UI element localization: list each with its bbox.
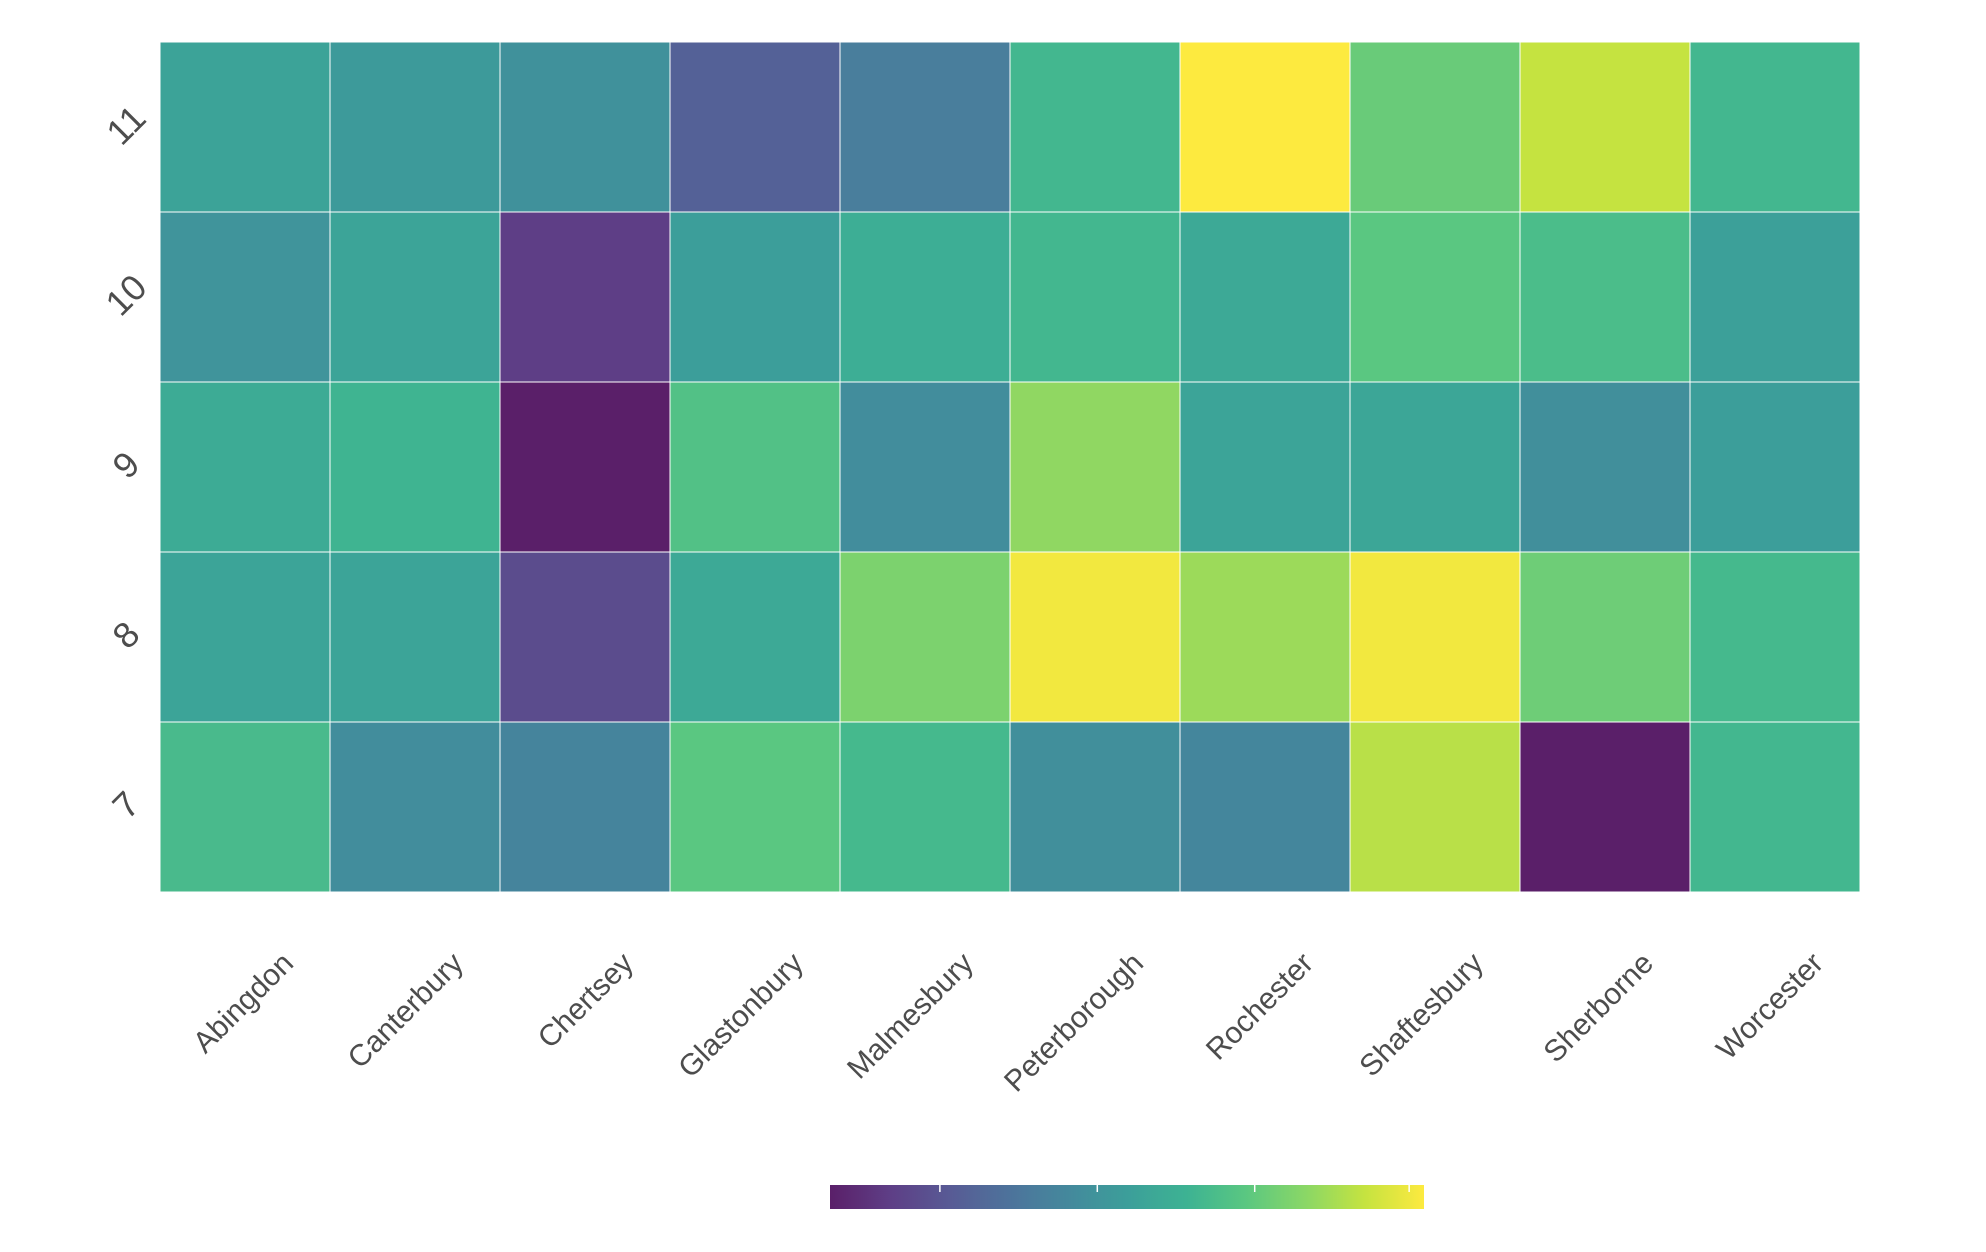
heatmap-cell (499, 211, 671, 383)
x-tick-label: Sherborne (1538, 947, 1660, 1069)
x-tick-label: Peterborough (998, 947, 1150, 1099)
x-tick-label: Rochester (1200, 947, 1320, 1067)
heatmap-cell (669, 551, 841, 723)
heatmap-cell (839, 721, 1011, 893)
heatmap-cell (1349, 381, 1521, 553)
heatmap-cell (499, 551, 671, 723)
heatmap-cell (1179, 721, 1351, 893)
heatmap-cell (1179, 381, 1351, 553)
y-tick-label: 10 (97, 266, 154, 323)
heatmap-cell (1689, 211, 1861, 383)
x-tick-label: Canterbury (342, 947, 470, 1075)
heatmap-cell (839, 41, 1011, 213)
heatmap-cell (1519, 381, 1691, 553)
colorbar-gradient (830, 1185, 1424, 1209)
heatmap-cell (159, 211, 331, 383)
heatmap-cell (159, 381, 331, 553)
y-tick-label: 7 (104, 783, 147, 826)
heatmap-cell (1179, 41, 1351, 213)
heatmap-cell (1349, 211, 1521, 383)
heatmap-cell (839, 381, 1011, 553)
colorbar-ticks (939, 1185, 1410, 1192)
heatmap-cell (329, 381, 501, 553)
y-tick-label: 8 (104, 613, 147, 656)
heatmap-cell (1689, 41, 1861, 213)
heatmap-cell (839, 211, 1011, 383)
heatmap-cell (1519, 41, 1691, 213)
heatmap-cell (1519, 211, 1691, 383)
heatmap-cell (1009, 721, 1181, 893)
heatmap-cell (159, 721, 331, 893)
heatmap-cell (1689, 721, 1861, 893)
heatmap-cell (1689, 551, 1861, 723)
x-tick-label: Chertsey (532, 947, 640, 1055)
x-tick-label: Shaftesbury (1353, 947, 1490, 1084)
x-tick-label: Worcester (1710, 947, 1830, 1067)
heatmap-cell (1009, 551, 1181, 723)
heatmap-cell (1519, 551, 1691, 723)
heatmap-cell (1009, 211, 1181, 383)
heatmap-cell (1519, 721, 1691, 893)
heatmap-cell (1349, 721, 1521, 893)
heatmap-cell (499, 721, 671, 893)
heatmap-cell (669, 381, 841, 553)
y-axis-tick-labels: 7 8 9 10 11 (97, 97, 154, 826)
heatmap-cell (669, 211, 841, 383)
colorbar (830, 1185, 1424, 1209)
heatmap-cell (499, 381, 671, 553)
heatmap-cell (1179, 551, 1351, 723)
heatmap-cell (159, 551, 331, 723)
heatmap-cell (1009, 381, 1181, 553)
heatmap-cell (669, 41, 841, 213)
heatmap-cell (329, 551, 501, 723)
heatmap-cell (329, 721, 501, 893)
heatmap-cell (1349, 551, 1521, 723)
y-tick-label: 11 (98, 97, 153, 152)
heatmap-cell (839, 551, 1011, 723)
heatmap-cell (669, 721, 841, 893)
heatmap-cell (1349, 41, 1521, 213)
y-tick-label: 9 (104, 443, 147, 486)
heatmap-cell (329, 41, 501, 213)
heatmap-cell (329, 211, 501, 383)
heatmap-cells (159, 41, 1861, 893)
heatmap-cell (1009, 41, 1181, 213)
x-tick-label: Abingdon (187, 947, 300, 1060)
heatmap-cell (1689, 381, 1861, 553)
x-tick-label: Malmesbury (841, 947, 980, 1086)
x-axis-tick-labels: Abingdon Canterbury Chertsey Glastonbury Mal… (187, 947, 1830, 1099)
heatmap-cell (499, 41, 671, 213)
heatmap-cell (159, 41, 331, 213)
heatmap-cell (1179, 211, 1351, 383)
x-tick-label: Glastonbury (672, 947, 810, 1085)
